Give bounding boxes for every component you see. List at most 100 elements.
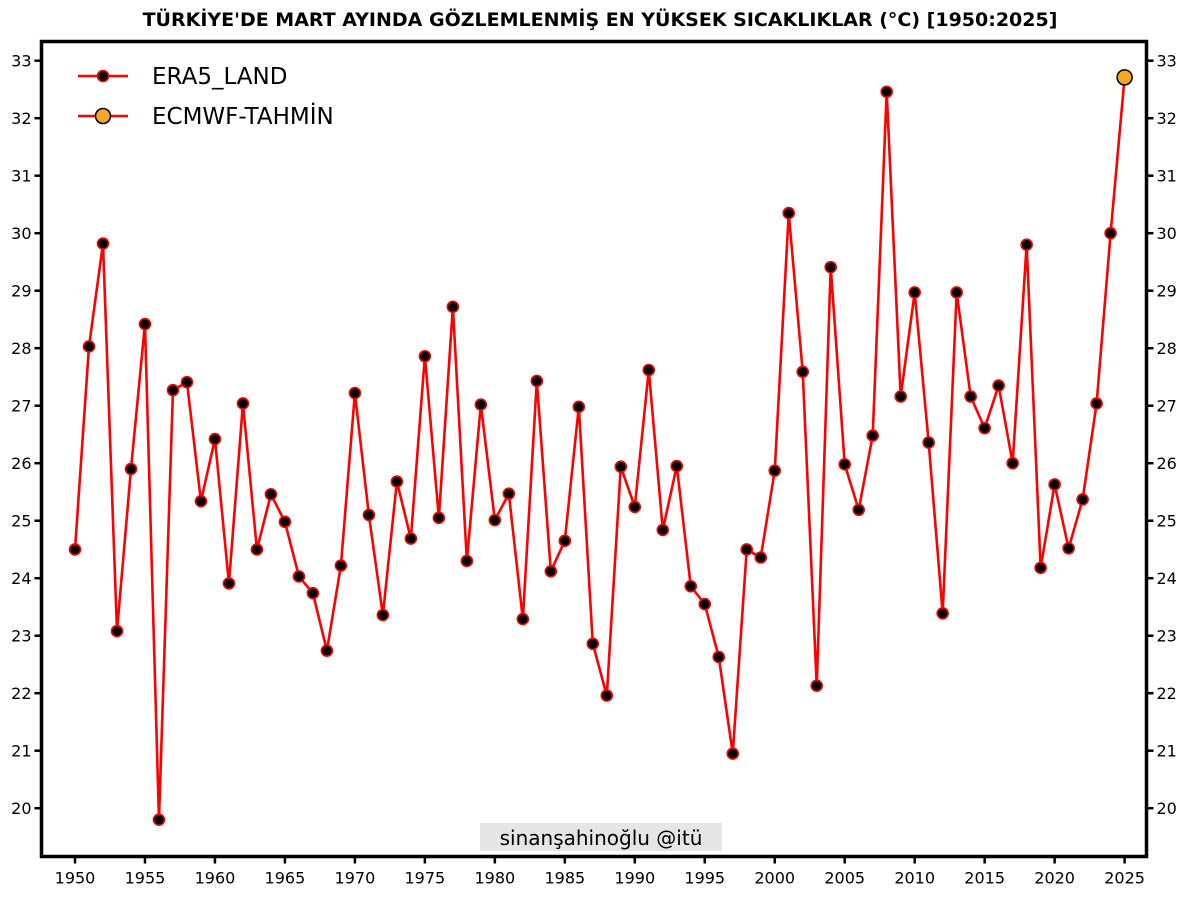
data-point — [964, 390, 977, 403]
y-tick-label-right: 22 — [1157, 684, 1177, 703]
data-point — [558, 534, 572, 548]
data-point — [796, 365, 810, 379]
data-point — [1090, 397, 1103, 410]
y-tick-label-right: 25 — [1157, 512, 1177, 531]
data-point — [124, 462, 138, 476]
x-tick-label: 2010 — [894, 869, 935, 888]
data-point — [1076, 493, 1089, 506]
x-tick-label: 1985 — [544, 869, 585, 888]
data-point — [362, 508, 376, 522]
data-point — [446, 300, 460, 314]
forecast-point — [1116, 69, 1133, 86]
watermark-text: sinanşahinoğlu @itü — [500, 826, 703, 850]
series-layer — [68, 69, 1133, 827]
y-tick-label-left: 26 — [11, 454, 31, 473]
data-point — [236, 397, 250, 410]
x-tick-label: 1975 — [405, 869, 446, 888]
data-point — [320, 644, 334, 657]
x-tick-label: 2020 — [1034, 869, 1075, 888]
data-point — [390, 475, 404, 488]
plot-area-frame — [39, 39, 1149, 859]
data-point — [82, 340, 96, 353]
data-point — [740, 543, 754, 556]
x-axis: 1950 1955 1960 1965 1970 1975 1980 1985 1990 1995… — [55, 856, 1145, 888]
data-point — [642, 363, 656, 377]
data-point — [838, 458, 852, 471]
data-point — [908, 286, 921, 299]
data-point — [712, 650, 726, 664]
data-point — [544, 564, 558, 578]
data-point — [992, 379, 1005, 392]
data-point — [1048, 478, 1061, 491]
y-tick-label-left: 21 — [11, 742, 31, 761]
data-point — [432, 511, 446, 525]
y-tick-label-right: 26 — [1157, 454, 1177, 473]
data-point — [978, 421, 991, 435]
data-point — [418, 349, 432, 363]
data-point — [334, 559, 348, 572]
data-point — [894, 390, 907, 403]
data-point — [572, 400, 586, 414]
x-tick-label: 1970 — [335, 869, 376, 888]
legend: ERA5_LAND ECMWF-TAHMİN — [78, 64, 334, 130]
data-point — [264, 487, 278, 501]
y-tick-label-left: 33 — [11, 52, 31, 71]
y-tick-label-right: 21 — [1157, 742, 1177, 761]
x-tick-label: 1995 — [684, 869, 725, 888]
x-tick-label: 1990 — [614, 869, 655, 888]
y-tick-label-right: 20 — [1157, 799, 1177, 818]
data-point — [166, 383, 180, 397]
data-point — [516, 612, 530, 626]
data-point — [1062, 541, 1075, 555]
x-tick-label: 2015 — [964, 869, 1005, 888]
data-point — [488, 513, 502, 527]
chart-title: TÜRKİYE'DE MART AYINDA GÖZLEMLENMİŞ EN Y… — [142, 9, 1058, 31]
data-point — [880, 85, 893, 99]
data-point — [824, 260, 838, 274]
data-point — [180, 375, 194, 389]
data-point — [628, 500, 642, 514]
data-point — [138, 317, 152, 331]
y-axis-left: 20 21 22 23 24 25 26 27 28 29 30 31 32 33 — [11, 52, 42, 818]
y-tick-label-left: 30 — [11, 224, 31, 243]
data-point — [1006, 456, 1019, 470]
x-tick-label: 2000 — [754, 869, 795, 888]
data-point — [348, 386, 362, 400]
y-tick-label-right: 29 — [1157, 282, 1177, 301]
data-point — [726, 747, 740, 760]
data-point — [474, 398, 488, 411]
y-tick-label-left: 22 — [11, 684, 31, 703]
x-tick-label: 1950 — [55, 869, 96, 888]
data-point — [768, 464, 782, 477]
series-line — [73, 77, 1126, 822]
data-point — [950, 286, 963, 299]
data-point — [376, 608, 390, 622]
y-tick-label-right: 27 — [1157, 397, 1177, 416]
data-point — [1104, 226, 1117, 240]
y-tick-label-left: 27 — [11, 397, 31, 416]
data-point — [684, 579, 698, 593]
y-tick-label-right: 23 — [1157, 627, 1177, 646]
data-point — [614, 460, 628, 473]
y-tick-label-left: 28 — [11, 339, 31, 358]
data-point — [600, 689, 614, 702]
data-point — [250, 543, 264, 556]
x-tick-label: 1955 — [125, 869, 166, 888]
y-tick-label-left: 24 — [11, 569, 31, 588]
data-point — [1034, 561, 1047, 575]
y-tick-label-right: 28 — [1157, 339, 1177, 358]
data-point — [530, 374, 544, 388]
data-point — [96, 237, 110, 250]
x-tick-label: 2025 — [1104, 869, 1145, 888]
data-point — [1020, 238, 1033, 251]
data-point — [586, 637, 600, 651]
data-point — [670, 459, 684, 473]
x-tick-label: 1960 — [195, 869, 236, 888]
data-point — [936, 606, 949, 620]
data-point — [922, 436, 935, 449]
data-point — [292, 570, 306, 583]
data-point — [754, 551, 768, 564]
data-point — [866, 429, 879, 442]
legend-marker — [96, 69, 110, 83]
